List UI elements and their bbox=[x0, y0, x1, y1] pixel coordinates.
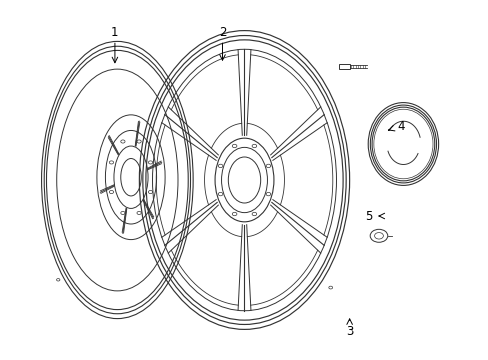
Text: 4: 4 bbox=[396, 120, 404, 132]
Circle shape bbox=[109, 190, 113, 194]
Text: 1: 1 bbox=[111, 26, 119, 39]
Circle shape bbox=[252, 212, 256, 216]
Text: 5: 5 bbox=[365, 210, 372, 222]
FancyBboxPatch shape bbox=[338, 64, 349, 69]
Circle shape bbox=[137, 211, 141, 215]
Circle shape bbox=[137, 140, 141, 143]
Circle shape bbox=[218, 192, 223, 196]
Circle shape bbox=[148, 161, 152, 164]
Circle shape bbox=[148, 190, 152, 194]
Ellipse shape bbox=[228, 157, 260, 203]
Circle shape bbox=[265, 192, 270, 196]
Circle shape bbox=[121, 140, 125, 143]
Circle shape bbox=[265, 164, 270, 168]
Circle shape bbox=[252, 144, 256, 148]
Circle shape bbox=[218, 164, 223, 168]
Ellipse shape bbox=[121, 158, 141, 196]
Text: 3: 3 bbox=[345, 325, 353, 338]
Circle shape bbox=[232, 144, 236, 148]
Circle shape bbox=[109, 161, 113, 164]
Text: 2: 2 bbox=[218, 26, 226, 39]
Circle shape bbox=[121, 211, 125, 215]
Circle shape bbox=[232, 212, 236, 216]
